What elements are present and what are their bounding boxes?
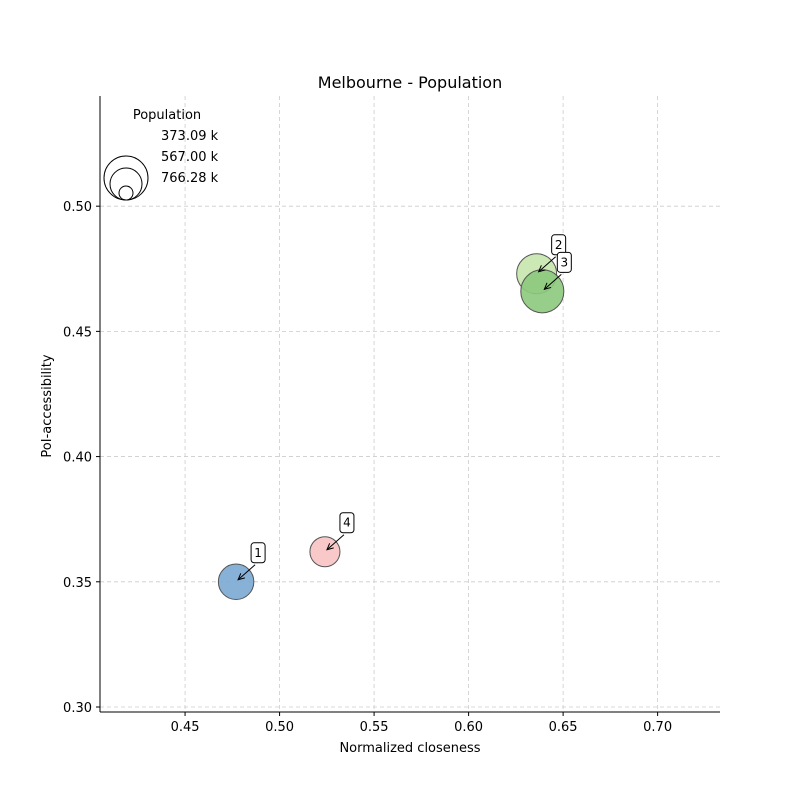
- legend-entry-label: 766.28 k: [161, 171, 219, 186]
- y-tick-label: 0.45: [63, 325, 92, 340]
- x-axis-label: Normalized closeness: [339, 741, 480, 756]
- points: [218, 254, 563, 600]
- data-point: [218, 564, 253, 599]
- x-tick-label: 0.45: [171, 720, 200, 735]
- legend-size-circle: [119, 186, 133, 200]
- legend-size-circle: [110, 168, 142, 200]
- annotation-label: 1: [254, 546, 262, 560]
- x-tick-label: 0.50: [265, 720, 294, 735]
- legend-entry-label: 373.09 k: [161, 129, 219, 144]
- grid: [100, 96, 720, 712]
- y-tick-label: 0.50: [63, 200, 92, 215]
- legend: Population 373.09 k 567.00 k 766.28 k: [104, 108, 219, 200]
- y-tick-label: 0.30: [63, 701, 92, 716]
- x-tick-label: 0.55: [360, 720, 389, 735]
- data-point: [310, 537, 340, 567]
- legend-entry-label: 567.00 k: [161, 150, 219, 165]
- annotation-label: 2: [555, 238, 563, 252]
- data-point: [521, 270, 564, 313]
- annotation-label: 3: [560, 255, 568, 269]
- axes: [100, 96, 720, 712]
- annotation-label: 4: [343, 516, 351, 530]
- x-ticks: 0.45 0.50 0.55 0.60 0.65 0.70: [171, 712, 673, 735]
- x-tick-label: 0.70: [643, 720, 672, 735]
- y-tick-label: 0.40: [63, 451, 92, 466]
- legend-title: Population: [133, 108, 201, 123]
- y-tick-label: 0.35: [63, 576, 92, 591]
- y-ticks: 0.30 0.35 0.40 0.45 0.50: [63, 200, 100, 716]
- x-tick-label: 0.60: [454, 720, 483, 735]
- x-tick-label: 0.65: [549, 720, 578, 735]
- legend-size-circle: [104, 156, 148, 200]
- chart-title: Melbourne - Population: [318, 73, 502, 92]
- y-axis-label: PoI-accessibility: [40, 354, 55, 457]
